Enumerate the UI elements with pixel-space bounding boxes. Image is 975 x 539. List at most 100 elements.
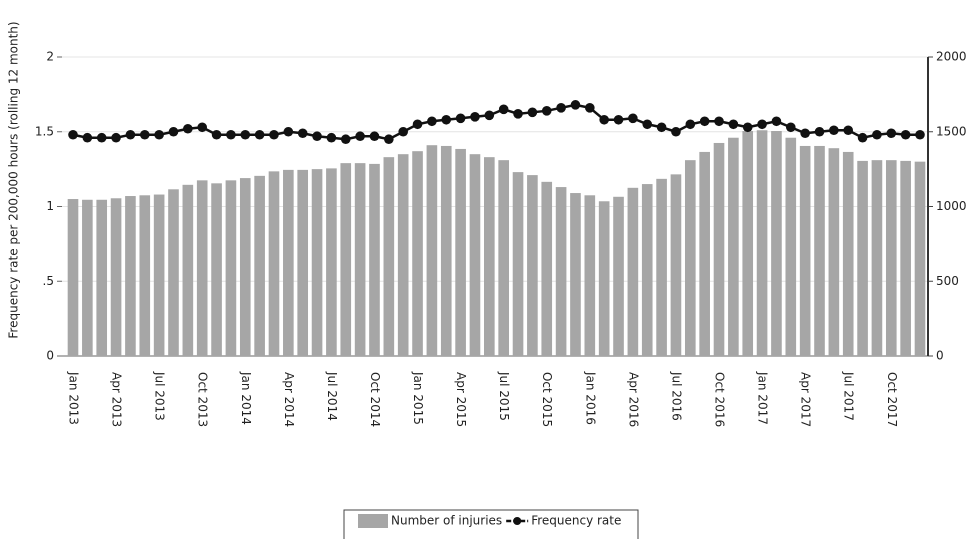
bar — [699, 151, 710, 356]
bar — [914, 161, 926, 356]
bar — [756, 130, 768, 356]
bar — [656, 178, 667, 356]
bar — [455, 148, 466, 356]
line-marker — [498, 104, 509, 115]
bar — [627, 187, 639, 356]
bar — [326, 168, 337, 356]
bar — [297, 169, 309, 356]
legend-box — [343, 509, 639, 539]
line-marker — [183, 123, 193, 134]
x-tick-label: Oct 2015 — [540, 372, 554, 427]
bar — [182, 184, 194, 356]
line-marker — [814, 126, 825, 137]
bar — [82, 199, 93, 356]
bar — [211, 183, 222, 356]
line-marker — [82, 132, 93, 143]
bar — [527, 175, 538, 356]
x-tick-label: Oct 2017 — [885, 372, 899, 427]
line-marker — [785, 122, 796, 133]
line-marker — [412, 119, 423, 130]
y2-tick-label: 0 — [936, 349, 944, 363]
bar — [814, 145, 825, 356]
line-marker — [570, 100, 581, 110]
line — [72, 103, 920, 141]
y-tick-label: .5 — [43, 274, 54, 288]
x-tick-label: Apr 2015 — [454, 372, 468, 427]
bar — [383, 157, 395, 356]
x-tick-label: Oct 2016 — [713, 372, 727, 427]
line-marker — [111, 132, 121, 143]
y-axis-title: Frequency rate per 200,000 hours (rollin… — [7, 21, 21, 338]
bar — [900, 160, 911, 356]
bar — [96, 199, 108, 356]
line-marker — [326, 132, 337, 143]
x-tick-label: Apr 2017 — [799, 372, 813, 427]
line-marker — [283, 126, 294, 137]
x-tick-label: Apr 2014 — [282, 372, 296, 427]
x-tick-label: Jan 2017 — [756, 371, 770, 425]
x-tick-label: Jul 2017 — [842, 371, 856, 421]
bar — [225, 180, 237, 356]
x-tick-label: Jul 2014 — [325, 371, 339, 421]
bar — [713, 142, 725, 356]
line-marker — [254, 129, 265, 140]
x-tick-label: Jul 2016 — [669, 371, 683, 421]
y-tick-label: 2 — [46, 50, 54, 64]
bar — [139, 195, 151, 356]
line-marker — [398, 126, 408, 137]
line-marker — [671, 126, 681, 137]
line-marker — [886, 128, 897, 139]
line-marker — [642, 119, 653, 130]
bar — [254, 175, 265, 356]
bar — [584, 195, 596, 356]
bar — [168, 189, 179, 356]
bar — [397, 154, 409, 356]
line-marker — [585, 103, 595, 113]
bar — [555, 187, 567, 356]
line-marker — [240, 129, 251, 140]
line-marker — [742, 122, 753, 133]
y-tick-label: 0 — [46, 349, 54, 363]
bar — [153, 194, 165, 356]
bar — [268, 171, 280, 356]
x-tick-label: Jan 2013 — [67, 371, 81, 425]
bar — [239, 178, 251, 356]
line-marker — [714, 116, 724, 127]
bar — [885, 160, 897, 356]
line-marker — [728, 119, 739, 130]
x-tick-label: Apr 2016 — [626, 372, 640, 427]
bar — [110, 198, 122, 356]
line-marker — [154, 129, 164, 140]
line-marker — [556, 103, 566, 113]
bar — [196, 180, 208, 356]
line-marker — [441, 114, 452, 125]
line-marker — [900, 129, 911, 140]
bar — [742, 131, 754, 356]
line-marker — [269, 129, 279, 140]
line-marker — [527, 107, 538, 118]
bar — [857, 160, 868, 356]
line-marker — [829, 125, 839, 136]
line-marker — [355, 131, 365, 142]
line-marker — [139, 129, 150, 140]
line-marker — [211, 129, 222, 140]
y2-tick-label: 1000 — [936, 199, 967, 213]
y2-tick-label: 500 — [936, 274, 959, 288]
bar — [728, 137, 739, 356]
bar — [484, 157, 495, 356]
y2-tick-label: 2000 — [936, 50, 967, 64]
line-marker — [513, 109, 523, 119]
line-marker — [297, 128, 308, 139]
line-marker — [915, 129, 925, 140]
x-tick-label: Apr 2013 — [110, 372, 124, 427]
x-tick-label: Jan 2014 — [239, 371, 253, 425]
line-marker — [312, 131, 322, 142]
line-marker — [484, 110, 495, 121]
line-marker — [197, 122, 208, 133]
line-marker — [843, 125, 854, 136]
line-marker — [699, 116, 710, 127]
bar — [354, 163, 366, 356]
bar — [842, 151, 854, 356]
line-marker — [125, 129, 136, 140]
